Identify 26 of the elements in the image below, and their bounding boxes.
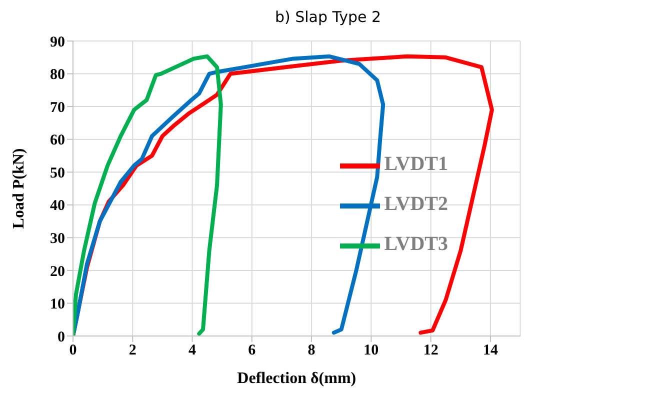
y-tick-label: 30 bbox=[50, 230, 65, 247]
x-tick-label: 4 bbox=[188, 342, 197, 359]
legend-label: LVDT2 bbox=[384, 193, 448, 216]
x-tick-label: 0 bbox=[69, 342, 77, 359]
y-tick-label: 70 bbox=[50, 100, 65, 116]
x-tick-label: 2 bbox=[128, 342, 136, 359]
legend-label: LVDT3 bbox=[384, 233, 448, 256]
x-tick-label: 6 bbox=[248, 342, 256, 359]
y-tick-label: 60 bbox=[50, 132, 65, 149]
line-series bbox=[73, 54, 223, 336]
legend-label: LVDT1 bbox=[384, 153, 448, 176]
y-axis-title: Load P(kN) bbox=[10, 148, 28, 229]
y-tick-label: 50 bbox=[50, 165, 65, 182]
y-tick-label: 90 bbox=[50, 34, 65, 50]
x-tick-label: 10 bbox=[364, 342, 379, 359]
x-tick-label: 8 bbox=[308, 342, 316, 359]
y-tick-label: 0 bbox=[58, 329, 65, 346]
x-tick-label: 14 bbox=[482, 342, 498, 359]
y-tick-label: 10 bbox=[50, 296, 65, 313]
y-tick-label: 20 bbox=[50, 264, 65, 280]
line-series bbox=[73, 54, 386, 336]
y-tick-label: 40 bbox=[50, 198, 65, 214]
x-axis-title: Deflection δ(mm) bbox=[237, 370, 356, 387]
y-tick-label: 80 bbox=[50, 67, 65, 84]
x-tick-label: 12 bbox=[423, 342, 438, 359]
chart-title: b) Slap Type 2 bbox=[274, 8, 382, 28]
